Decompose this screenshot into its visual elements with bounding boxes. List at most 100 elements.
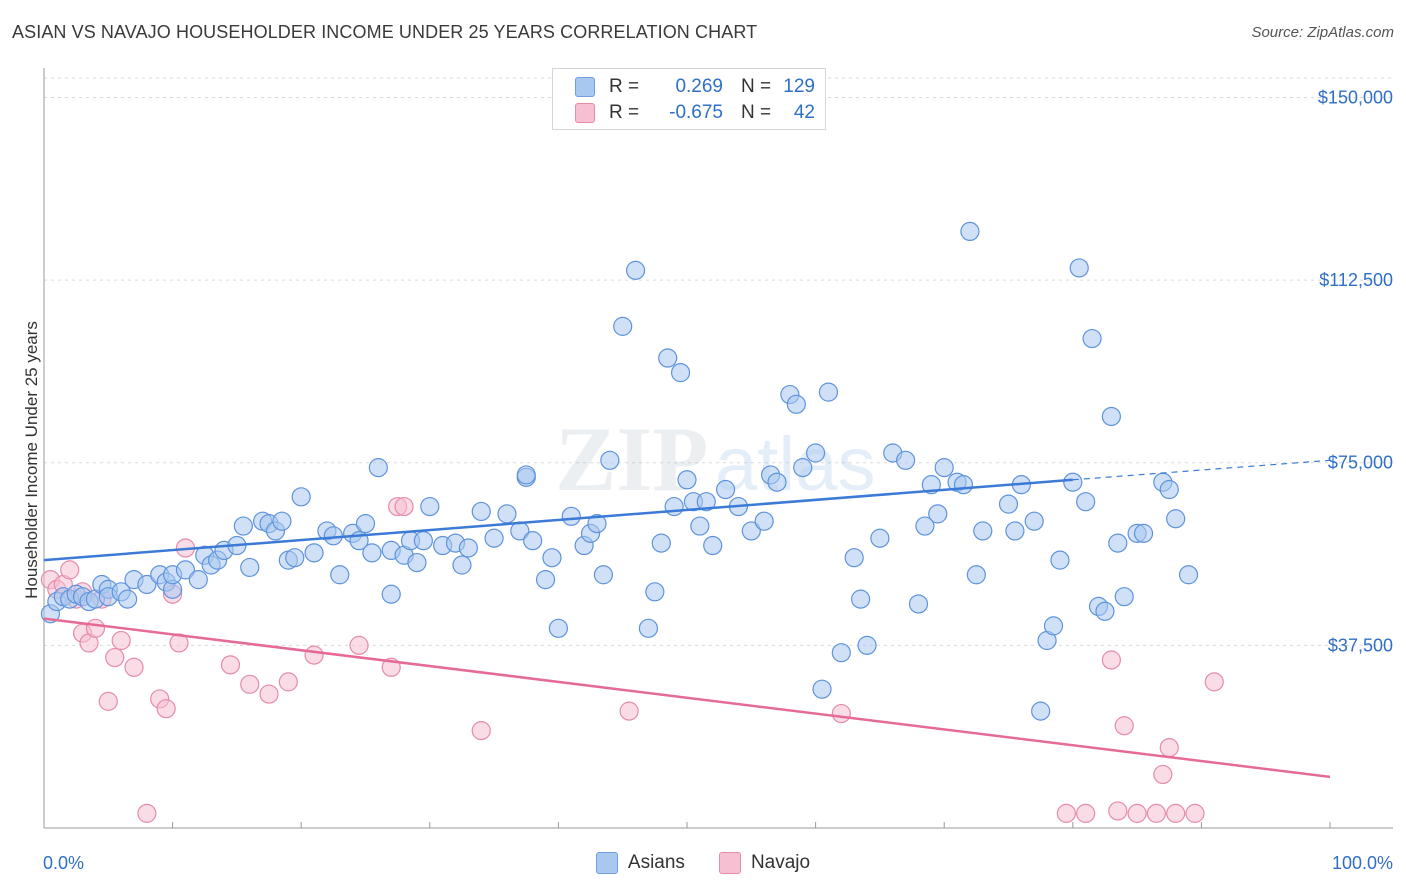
asians-point bbox=[1043, 616, 1064, 636]
asians-point bbox=[593, 565, 614, 585]
asians-trendline-extension bbox=[1072, 459, 1331, 481]
legend-item-asians[interactable]: Asians bbox=[595, 852, 685, 874]
asians-point bbox=[381, 584, 401, 604]
navajo-point bbox=[471, 720, 491, 741]
asians-point bbox=[645, 582, 665, 602]
asians-point bbox=[754, 511, 774, 531]
asians-point bbox=[857, 635, 877, 655]
x-tick-label-right: 100.0% bbox=[1332, 853, 1393, 873]
asians-point bbox=[175, 560, 196, 580]
asians-point bbox=[355, 514, 376, 534]
legend-label-asians: Asians bbox=[627, 852, 685, 873]
asians-point bbox=[587, 514, 607, 534]
asians-point bbox=[1108, 533, 1128, 553]
legend-row-asians: R = 0.269 N = 129 bbox=[575, 75, 815, 99]
legend-swatch-navajo bbox=[718, 852, 741, 874]
legend-r-label: R = bbox=[609, 76, 640, 97]
asians-point bbox=[497, 504, 517, 524]
x-tick-labels: 0.0% 100.0% bbox=[43, 853, 1393, 873]
asians-point bbox=[767, 472, 787, 492]
legend-r-value: -0.675 bbox=[669, 102, 723, 123]
legend-n-label: N = bbox=[741, 102, 772, 123]
navajo-point bbox=[304, 645, 324, 665]
asians-point bbox=[670, 363, 691, 383]
asians-point bbox=[137, 574, 157, 595]
asians-point bbox=[851, 589, 871, 609]
asians-point bbox=[1069, 258, 1089, 278]
navajo-point bbox=[240, 674, 260, 694]
x-tick-label-left: 0.0% bbox=[43, 853, 84, 873]
legend-n-value: 42 bbox=[793, 102, 815, 123]
navajo-point bbox=[1185, 803, 1205, 823]
asians-point bbox=[542, 548, 562, 568]
asians-point bbox=[973, 521, 993, 541]
asians-point bbox=[934, 458, 954, 478]
asians-point bbox=[304, 543, 324, 563]
navajo-point bbox=[1146, 803, 1166, 823]
asians-point bbox=[420, 496, 440, 517]
asians-point bbox=[908, 594, 929, 614]
asians-point bbox=[805, 443, 826, 463]
navajo-point bbox=[105, 647, 125, 668]
legend-swatch-navajo bbox=[575, 103, 595, 123]
asians-point bbox=[1082, 328, 1102, 349]
navajo-point bbox=[220, 655, 241, 675]
asians-point bbox=[535, 570, 556, 590]
asians-point bbox=[561, 506, 581, 526]
watermark: ZIP atlas bbox=[555, 408, 876, 510]
asians-point bbox=[233, 516, 253, 536]
asians-point bbox=[272, 511, 292, 531]
navajo-point bbox=[60, 560, 80, 580]
asians-point bbox=[1159, 479, 1179, 500]
asians-point bbox=[1024, 511, 1044, 531]
asians-point bbox=[1178, 565, 1199, 585]
asians-point bbox=[484, 528, 504, 548]
asians-point bbox=[407, 552, 427, 573]
asians-point bbox=[1133, 523, 1154, 543]
asians-point bbox=[471, 501, 491, 522]
legend-swatch-asians bbox=[595, 852, 618, 874]
y-tick-labels: $37,500 $75,000 $112,500 $150,000 bbox=[1318, 87, 1393, 655]
asians-point bbox=[703, 535, 723, 556]
asians-point bbox=[523, 531, 543, 551]
asians-point bbox=[696, 492, 716, 512]
asians-point bbox=[413, 531, 433, 551]
asians-point bbox=[998, 494, 1019, 514]
navajo-point bbox=[137, 803, 157, 823]
asians-point bbox=[844, 548, 864, 568]
asians-point bbox=[613, 316, 633, 336]
legend-n-label: N = bbox=[741, 76, 772, 97]
y-tick-label: $37,500 bbox=[1328, 635, 1393, 655]
legend-item-navajo[interactable]: Navajo bbox=[718, 852, 811, 874]
asians-point bbox=[677, 470, 697, 490]
asians-point bbox=[1095, 601, 1115, 621]
navajo-point bbox=[156, 699, 176, 719]
navajo-point bbox=[85, 618, 106, 638]
legend-r-label: R = bbox=[609, 102, 640, 123]
navajo-point bbox=[169, 633, 189, 653]
asians-point bbox=[715, 479, 736, 500]
navajo-point bbox=[1127, 803, 1147, 823]
asians-point bbox=[690, 516, 710, 536]
axes bbox=[43, 68, 1393, 829]
asians-point bbox=[638, 618, 659, 638]
asians-point bbox=[1166, 509, 1186, 529]
asians-point bbox=[960, 221, 980, 242]
asians-trendline bbox=[43, 478, 1073, 562]
asians-point bbox=[285, 548, 305, 568]
asians-point bbox=[1114, 587, 1134, 607]
asians-point bbox=[1005, 521, 1025, 541]
navajo-point bbox=[98, 691, 118, 711]
navajo-point bbox=[1076, 803, 1096, 823]
asians-point bbox=[664, 496, 684, 517]
asians-point bbox=[921, 475, 941, 495]
legend-label-navajo: Navajo bbox=[750, 852, 811, 873]
asians-point bbox=[1031, 701, 1051, 721]
navajo-point bbox=[1153, 764, 1173, 785]
navajo-point bbox=[349, 635, 369, 655]
navajo-point bbox=[394, 496, 414, 517]
asians-point bbox=[516, 465, 536, 485]
asians-point bbox=[812, 679, 832, 699]
asians-point bbox=[548, 618, 569, 638]
